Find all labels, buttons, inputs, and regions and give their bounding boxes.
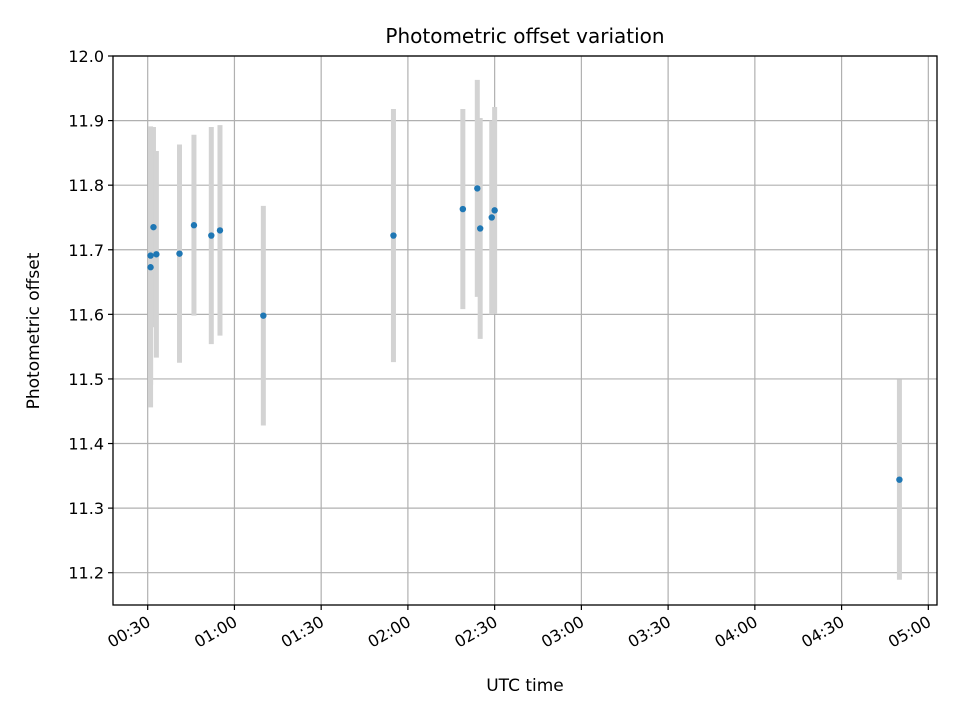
y-tick-label: 12.0 xyxy=(68,47,104,66)
data-point xyxy=(488,214,495,221)
y-tick-label: 11.8 xyxy=(68,176,104,195)
data-point xyxy=(147,264,154,271)
data-point xyxy=(216,227,224,234)
data-point xyxy=(208,232,215,239)
data-point xyxy=(260,312,267,319)
y-tick-label: 11.4 xyxy=(68,435,104,454)
data-point xyxy=(147,252,154,259)
y-tick-label: 11.2 xyxy=(68,564,104,583)
data-point xyxy=(459,205,467,213)
x-axis-label: UTC time xyxy=(486,676,564,696)
y-tick-label: 11.7 xyxy=(68,241,104,260)
y-tick-label: 11.9 xyxy=(68,112,104,131)
data-point xyxy=(476,225,484,232)
y-axis-label: Photometric offset xyxy=(24,252,44,409)
y-tick-label: 11.3 xyxy=(68,499,104,518)
y-axis-ticks: 11.2 11.3 11.4 11.5 11.6 11.7 11.8 11.9 12.0 xyxy=(68,47,113,583)
plot-frame xyxy=(112,55,938,606)
data-point xyxy=(150,223,157,231)
data-point xyxy=(474,185,481,192)
data-points xyxy=(147,185,903,483)
y-tick-label: 11.6 xyxy=(68,305,104,324)
chart-title: Photometric offset variation xyxy=(385,24,664,48)
data-point xyxy=(896,476,903,483)
data-point xyxy=(190,222,198,229)
data-point xyxy=(176,250,183,257)
data-point xyxy=(390,232,397,239)
y-tick-label: 11.5 xyxy=(68,370,104,389)
data-point xyxy=(491,207,498,214)
data-point xyxy=(153,251,160,258)
